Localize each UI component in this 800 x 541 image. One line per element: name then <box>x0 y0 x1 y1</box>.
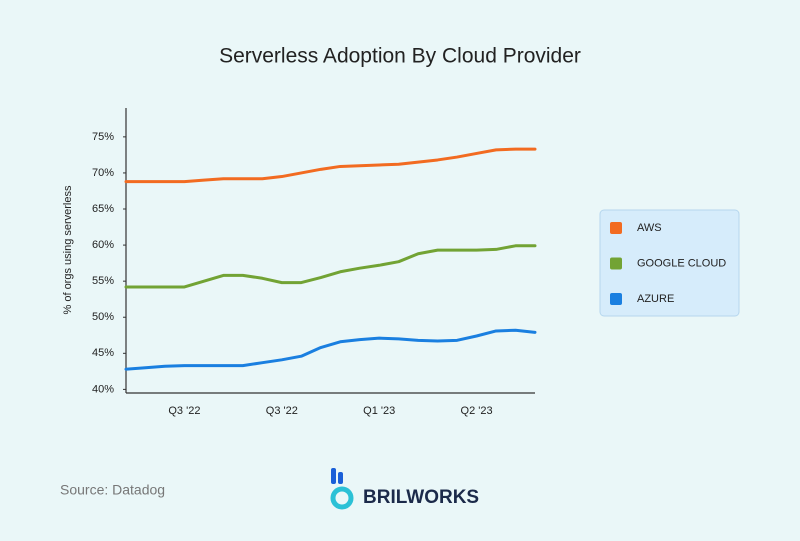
brand-name: BRILWORKS <box>363 487 479 508</box>
x-tick-label: Q3 '22 <box>266 405 298 417</box>
brand-logo <box>330 468 354 510</box>
legend-label: AZURE <box>637 293 674 305</box>
y-tick-label: 60% <box>92 239 114 251</box>
legend-swatch <box>610 257 622 270</box>
y-tick-label: 70% <box>92 167 114 179</box>
series-line <box>124 244 537 289</box>
source-note: Source: Datadog <box>60 482 165 498</box>
legend-swatch <box>610 293 622 305</box>
y-tick-label: 75% <box>92 131 114 143</box>
x-tick-label: Q3 '22 <box>168 405 200 417</box>
y-tick-label: 40% <box>92 383 114 395</box>
y-tick-label: 50% <box>92 311 114 323</box>
legend <box>599 209 740 317</box>
y-tick-label: 45% <box>92 347 114 359</box>
chart-title: Serverless Adoption By Cloud Provider <box>219 45 581 68</box>
y-tick-label: 55% <box>92 275 114 287</box>
series-line <box>124 147 537 184</box>
x-tick-label: Q1 '23 <box>363 405 395 417</box>
legend-label: AWS <box>637 222 662 234</box>
y-tick-label: 65% <box>92 203 114 215</box>
series-line <box>124 328 537 371</box>
x-tick-label: Q2 '23 <box>461 405 493 417</box>
y-axis-label: % of orgs using serverless <box>62 185 74 314</box>
legend-swatch <box>610 222 622 234</box>
legend-label: GOOGLE CLOUD <box>637 257 726 269</box>
